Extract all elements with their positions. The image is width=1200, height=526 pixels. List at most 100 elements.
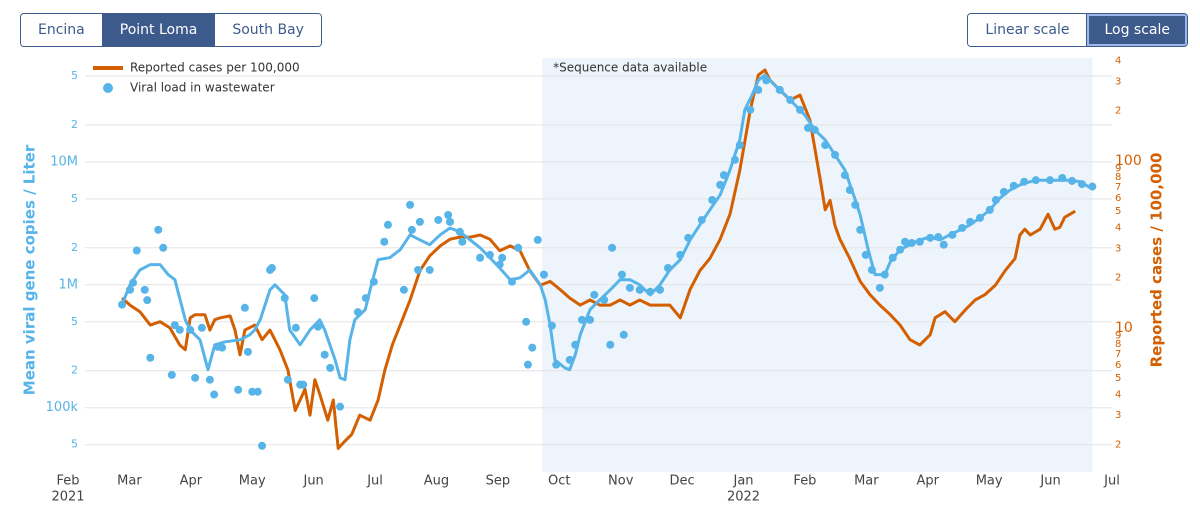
- data-point: [533, 235, 542, 244]
- data-point: [175, 325, 184, 334]
- data-point: [243, 347, 252, 356]
- legend-marker: [103, 83, 113, 93]
- toggle-button[interactable]: South Bay: [214, 14, 321, 46]
- data-point: [708, 195, 717, 204]
- x-tick-label: Dec: [670, 474, 695, 489]
- y-axis-title: Mean viral gene copies / Liter: [21, 144, 39, 395]
- x-tick-label: Sep: [486, 474, 511, 489]
- data-point: [132, 246, 141, 255]
- data-point: [600, 295, 609, 304]
- data-point: [485, 250, 494, 259]
- x-tick-label: Jun: [302, 474, 323, 489]
- data-point: [697, 215, 706, 224]
- x-tick-label: Jun: [1039, 474, 1060, 489]
- y2-tick-label: 9: [1115, 331, 1121, 342]
- data-point: [140, 285, 149, 294]
- x-tick-label: Jul: [366, 474, 383, 489]
- data-point: [310, 294, 319, 303]
- data-point: [320, 350, 329, 359]
- y-tick-label: 5: [71, 438, 78, 451]
- data-point: [445, 217, 454, 226]
- x-tick-label: Apr: [917, 474, 940, 489]
- x-tick-label: Feb: [56, 474, 79, 489]
- data-point: [523, 360, 532, 369]
- data-point: [958, 223, 967, 232]
- y2-tick-label: 6: [1115, 360, 1121, 371]
- data-point: [154, 225, 163, 234]
- y2-tick-label: 5: [1115, 206, 1121, 217]
- data-point: [856, 225, 865, 234]
- y-tick-label: 2: [71, 118, 78, 131]
- y2-tick-label: 2: [1115, 273, 1121, 284]
- data-point: [754, 85, 763, 94]
- data-point: [991, 195, 1000, 204]
- x-year-label: 2022: [727, 490, 760, 505]
- data-point: [939, 240, 948, 249]
- toggle-button[interactable]: Log scale: [1086, 14, 1187, 46]
- data-point: [719, 171, 728, 180]
- toggle-button[interactable]: Encina: [21, 14, 102, 46]
- data-point: [608, 243, 617, 252]
- data-point: [821, 141, 830, 150]
- data-point: [159, 243, 168, 252]
- data-point: [299, 380, 308, 389]
- y2-tick-label: 5: [1115, 373, 1121, 384]
- data-point: [186, 325, 195, 334]
- data-point: [676, 250, 685, 259]
- y-tick-label: 5: [71, 192, 78, 205]
- data-point: [336, 402, 345, 411]
- data-point: [399, 285, 408, 294]
- data-point: [578, 315, 587, 324]
- data-point: [730, 155, 739, 164]
- data-point: [590, 290, 599, 299]
- y2-tick-label: 3: [1115, 243, 1121, 254]
- data-point: [444, 210, 453, 219]
- data-point: [283, 375, 292, 384]
- y2-tick-label: 10: [1115, 320, 1133, 336]
- data-point: [1031, 176, 1040, 185]
- data-point: [552, 360, 561, 369]
- data-point: [167, 370, 176, 379]
- y2-tick-label: 7: [1115, 182, 1121, 193]
- toggle-button[interactable]: Point Loma: [101, 14, 215, 46]
- x-tick-label: Mar: [117, 474, 142, 489]
- data-point: [888, 253, 897, 262]
- toggle-button[interactable]: Linear scale: [968, 14, 1087, 46]
- data-point: [522, 317, 531, 326]
- y2-tick-label: 8: [1115, 339, 1121, 350]
- data-point: [663, 263, 672, 272]
- y2-tick-label: 7: [1115, 349, 1121, 360]
- data-point: [353, 308, 362, 317]
- data-point: [896, 245, 905, 254]
- x-tick-label: Nov: [608, 474, 634, 489]
- data-point: [415, 217, 424, 226]
- data-point: [528, 343, 537, 352]
- y-tick-label: 10M: [50, 154, 78, 169]
- data-point: [495, 260, 504, 269]
- data-point: [291, 323, 300, 332]
- legend-label: Reported cases per 100,000: [130, 61, 300, 75]
- y2-tick-label: 6: [1115, 193, 1121, 204]
- y2-tick-label: 3: [1115, 410, 1121, 421]
- data-point: [810, 125, 819, 134]
- data-point: [625, 283, 634, 292]
- data-point: [735, 141, 744, 150]
- data-point: [547, 321, 556, 330]
- data-point: [191, 373, 200, 382]
- data-point: [380, 237, 389, 246]
- y-tick-label: 5: [71, 69, 78, 82]
- data-point: [129, 278, 138, 287]
- data-point: [383, 220, 392, 229]
- data-point: [716, 180, 725, 189]
- data-point: [407, 225, 416, 234]
- x-tick-label: May: [239, 474, 266, 489]
- y-tick-label: 2: [71, 241, 78, 254]
- data-point: [210, 390, 219, 399]
- data-point: [146, 353, 155, 362]
- data-point: [218, 343, 227, 352]
- x-tick-label: Apr: [180, 474, 203, 489]
- data-point: [586, 315, 594, 324]
- data-point: [985, 205, 994, 214]
